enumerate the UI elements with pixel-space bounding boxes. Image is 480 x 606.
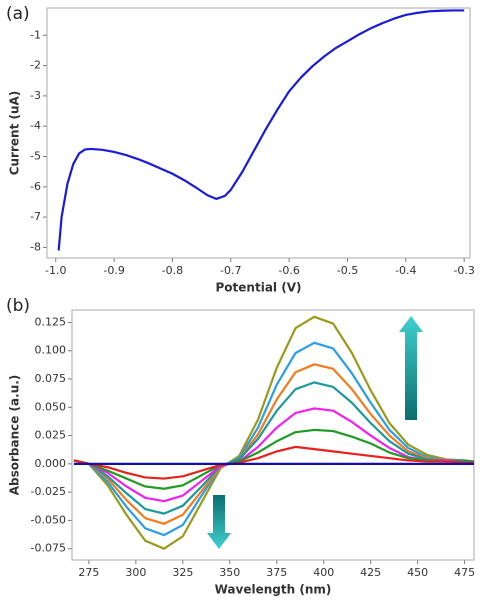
x-axis-label: Potential (V) xyxy=(216,281,302,295)
y-tick-label: -6 xyxy=(30,180,41,193)
y-tick-label: -1 xyxy=(30,28,41,41)
x-tick-label: 425 xyxy=(360,566,381,579)
x-tick-label: 450 xyxy=(407,566,428,579)
data-line xyxy=(57,9,465,251)
x-tick-label: 400 xyxy=(313,566,334,579)
data-line xyxy=(73,428,474,490)
y-axis-label: Current (uA) xyxy=(8,91,22,176)
data-line xyxy=(73,341,475,537)
x-tick-label: -1.0 xyxy=(45,264,66,277)
x-tick-label: 350 xyxy=(219,566,240,579)
y-tick-label: 0.025 xyxy=(35,429,67,442)
plot-frame xyxy=(71,309,475,561)
y-tick-label: -0.075 xyxy=(31,542,66,555)
x-tick-label: 325 xyxy=(172,566,193,579)
data-line xyxy=(73,315,475,550)
decrease-arrow xyxy=(207,495,231,549)
x-tick-label: -0.4 xyxy=(395,264,416,277)
y-tick-label: -8 xyxy=(30,240,41,253)
x-axis-label: Wavelength (nm) xyxy=(215,583,332,597)
x-tick-label: -0.6 xyxy=(278,264,299,277)
y-tick-label: -2 xyxy=(30,59,41,72)
y-tick-label: -5 xyxy=(30,149,41,162)
y-tick-label: 0.100 xyxy=(35,344,67,357)
x-tick-label: -0.9 xyxy=(103,264,124,277)
x-tick-label: -0.3 xyxy=(453,264,474,277)
x-tick-label: -0.5 xyxy=(337,264,358,277)
data-line xyxy=(73,445,474,480)
y-tick-label: 0.075 xyxy=(35,372,67,385)
x-tick-label: 275 xyxy=(78,566,99,579)
y-tick-label: 0.125 xyxy=(35,315,67,328)
y-tick-label: 0.050 xyxy=(35,400,67,413)
y-tick-label: -7 xyxy=(30,210,41,223)
y-tick-label: -0.050 xyxy=(31,513,66,526)
data-line xyxy=(73,363,475,525)
y-tick-label: -4 xyxy=(30,119,41,132)
data-line xyxy=(73,381,475,515)
y-tick-label: -3 xyxy=(30,89,41,102)
plot-frame xyxy=(46,7,471,259)
x-tick-label: 300 xyxy=(125,566,146,579)
x-tick-label: 475 xyxy=(454,566,475,579)
panel-label: (a) xyxy=(6,4,30,24)
y-tick-label: 0.000 xyxy=(35,457,67,470)
x-tick-label: -0.7 xyxy=(220,264,241,277)
x-tick-label: 375 xyxy=(266,566,287,579)
panel-label: (b) xyxy=(6,296,30,316)
x-tick-label: -0.8 xyxy=(162,264,183,277)
y-axis-label: Absorbance (a.u.) xyxy=(8,375,22,496)
increase-arrow xyxy=(399,316,423,420)
y-tick-label: -0.025 xyxy=(31,485,66,498)
